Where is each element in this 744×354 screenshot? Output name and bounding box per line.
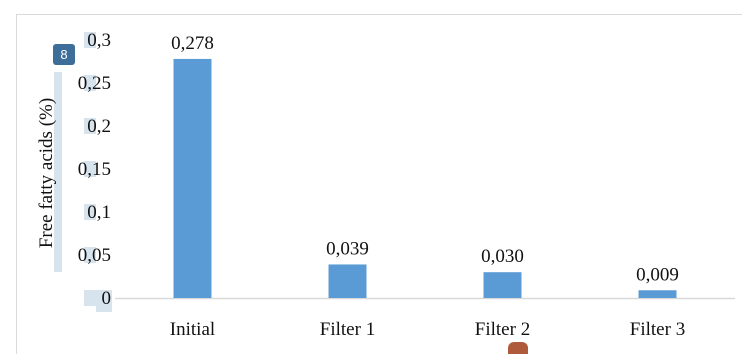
data-label: 0,039 xyxy=(326,238,369,259)
y-tick-label: 0,15 xyxy=(78,159,111,180)
data-labels: 0,278 0,039 0,030 0,009 xyxy=(171,33,679,285)
tick-highlight xyxy=(84,290,96,306)
y-tick-label: 0,25 xyxy=(78,73,111,94)
y-tick-labels: 0 0,05 0,1 0,15 0,2 0,25 0,3 xyxy=(78,30,111,309)
y-tick-label: 0,05 xyxy=(78,245,111,266)
tick-highlight xyxy=(84,161,96,177)
tick-highlight xyxy=(84,204,96,220)
y-tick-label: 0,1 xyxy=(87,202,111,223)
y-axis-title: Free fatty acids (%) xyxy=(36,98,57,248)
bar-filter-2 xyxy=(483,272,522,298)
bar-filter-1 xyxy=(328,264,367,298)
bars xyxy=(173,58,677,298)
label-highlight xyxy=(54,72,62,272)
text-highlights xyxy=(54,32,112,312)
tick-highlight xyxy=(84,247,96,263)
bar-filter-3 xyxy=(638,290,677,298)
data-label: 0,030 xyxy=(481,246,524,267)
tick-highlight xyxy=(84,32,96,48)
y-tick-label: 0,3 xyxy=(87,30,111,51)
data-label: 0,278 xyxy=(171,33,214,54)
tick-highlight xyxy=(84,75,96,91)
x-tick-label: Filter 1 xyxy=(320,319,375,340)
chart-frame xyxy=(16,14,742,354)
x-tick-label: Filter 3 xyxy=(630,319,685,340)
data-label: 0,009 xyxy=(636,264,679,285)
x-tick-label: Initial xyxy=(170,319,215,340)
tick-highlight xyxy=(84,118,96,134)
annotation-marker[interactable] xyxy=(508,342,528,354)
y-tick-label: 0 xyxy=(102,288,112,309)
x-tick-label: Filter 2 xyxy=(475,319,530,340)
x-tick-labels: Initial Filter 1 Filter 2 Filter 3 xyxy=(170,319,685,340)
bar-initial xyxy=(173,58,212,298)
annotation-badge[interactable]: 8 xyxy=(53,44,75,65)
y-tick-label: 0,2 xyxy=(87,116,111,137)
tick-highlight xyxy=(96,290,112,312)
